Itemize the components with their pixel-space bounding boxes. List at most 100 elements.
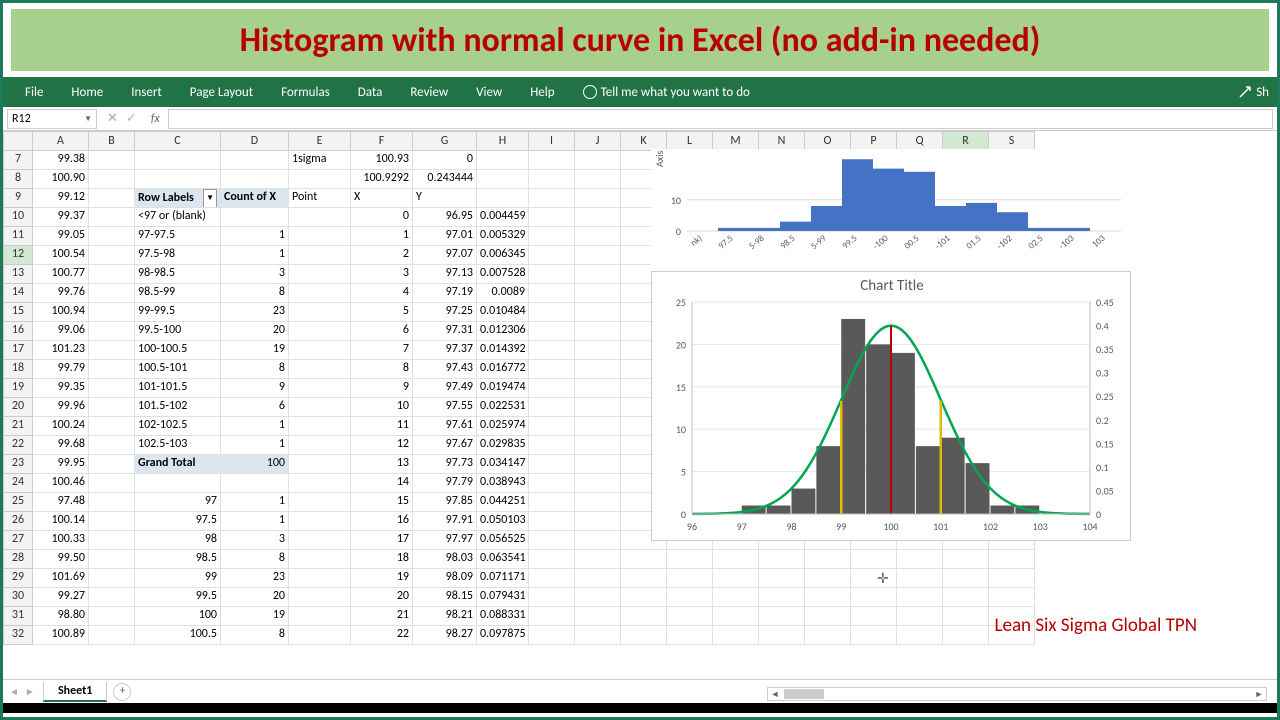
cell[interactable]: 98.80 [33,607,89,626]
cell[interactable] [621,607,667,626]
cell[interactable] [805,569,851,588]
cell[interactable] [289,398,351,417]
pivot-row-labels-header[interactable]: Row Labels▼ [135,189,221,208]
cell[interactable]: 0.029835 [477,436,529,455]
cell[interactable]: 15 [351,493,413,512]
cell[interactable]: 100.54 [33,246,89,265]
col-header-M[interactable]: M [713,131,759,151]
cell[interactable]: 99.68 [33,436,89,455]
cell[interactable]: 0.014392 [477,341,529,360]
cell[interactable] [575,512,621,531]
cell[interactable]: 97.48 [33,493,89,512]
cell[interactable]: 8 [221,360,289,379]
cell[interactable] [289,265,351,284]
cell[interactable] [575,455,621,474]
cell[interactable] [529,322,575,341]
cell[interactable]: 97.31 [413,322,477,341]
cell[interactable]: 16 [351,512,413,531]
cell[interactable] [529,303,575,322]
cell[interactable]: 100.24 [33,417,89,436]
cell[interactable] [289,341,351,360]
cell[interactable] [477,151,529,170]
cell[interactable]: 97.25 [413,303,477,322]
cell[interactable] [529,493,575,512]
col-header-K[interactable]: K [621,131,667,151]
sheet-nav-arrows[interactable]: ◄► [9,685,35,698]
cell[interactable] [667,626,713,645]
cell[interactable] [897,626,943,645]
cell[interactable] [89,626,135,645]
cell[interactable] [89,417,135,436]
cell[interactable]: 97.01 [413,227,477,246]
cell[interactable] [529,265,575,284]
scroll-thumb[interactable] [784,689,824,699]
cell[interactable] [621,550,667,569]
row-header[interactable]: 11 [3,227,33,246]
cell[interactable]: 8 [221,550,289,569]
cell[interactable]: 10 [351,398,413,417]
row-header[interactable]: 13 [3,265,33,284]
cell[interactable]: 0.022531 [477,398,529,417]
cell[interactable] [135,170,221,189]
chart-top-histogram[interactable]: 010Axis Tnk)97.55-9898.55-9999.5-10000.5… [651,149,1131,277]
cell[interactable]: 98.15 [413,588,477,607]
cell[interactable]: 100.33 [33,531,89,550]
cell[interactable] [89,151,135,170]
cell[interactable] [529,208,575,227]
cell[interactable]: 97.43 [413,360,477,379]
cell[interactable] [667,550,713,569]
ribbon-tab-formulas[interactable]: Formulas [267,77,344,107]
cell[interactable] [89,512,135,531]
cell[interactable]: 0.038943 [477,474,529,493]
cell[interactable] [805,588,851,607]
cell[interactable]: 1 [221,246,289,265]
cell[interactable] [135,151,221,170]
cell[interactable] [575,360,621,379]
cell[interactable]: 97.49 [413,379,477,398]
cell[interactable] [289,170,351,189]
cell[interactable]: 97.5 [135,512,221,531]
cell[interactable]: 13 [351,455,413,474]
cell[interactable]: 100.5-101 [135,360,221,379]
cell[interactable]: 99.12 [33,189,89,208]
col-header-G[interactable]: G [413,131,477,151]
cell[interactable]: 3 [221,265,289,284]
cell[interactable] [289,284,351,303]
cell[interactable]: 0.088331 [477,607,529,626]
cell[interactable]: 12 [351,436,413,455]
cell[interactable] [89,607,135,626]
fx-icon[interactable]: fx [147,112,164,126]
cell[interactable] [89,436,135,455]
cell[interactable]: 99.06 [33,322,89,341]
cell[interactable] [667,607,713,626]
cell[interactable] [477,170,529,189]
cell[interactable]: Point [289,189,351,208]
ribbon-tab-view[interactable]: View [462,77,516,107]
cell[interactable] [989,588,1035,607]
cell[interactable] [89,474,135,493]
cell[interactable]: 0.079431 [477,588,529,607]
cell[interactable] [805,550,851,569]
scroll-right-icon[interactable]: ► [1252,689,1266,700]
cell[interactable] [89,170,135,189]
cell[interactable] [529,246,575,265]
cell[interactable]: 97.79 [413,474,477,493]
cell[interactable] [897,550,943,569]
cell[interactable]: 98.03 [413,550,477,569]
cell[interactable] [289,379,351,398]
cell[interactable] [759,626,805,645]
cell[interactable]: 2 [351,246,413,265]
cell[interactable]: 14 [351,474,413,493]
cell[interactable] [89,189,135,208]
col-header-O[interactable]: O [805,131,851,151]
cell[interactable] [943,550,989,569]
cell[interactable] [989,550,1035,569]
cell[interactable] [89,265,135,284]
cell[interactable]: 23 [221,303,289,322]
cell[interactable]: X [351,189,413,208]
cell[interactable] [575,189,621,208]
chart-main-combo[interactable]: Chart Title051015202500.050.10.150.20.25… [651,271,1131,541]
cell[interactable]: 9 [221,379,289,398]
cell[interactable] [713,626,759,645]
cell[interactable]: 17 [351,531,413,550]
